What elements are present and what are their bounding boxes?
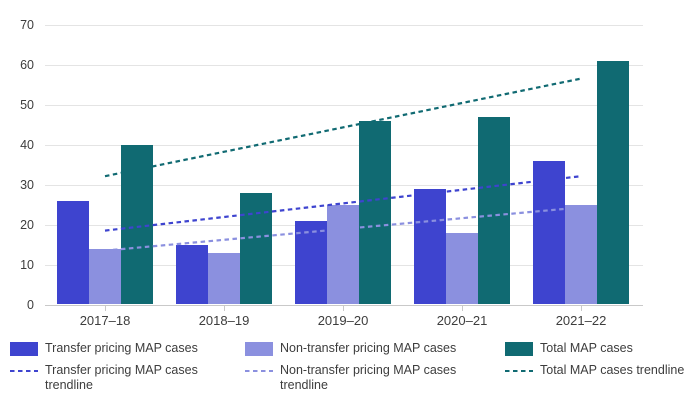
- gridline: [45, 105, 643, 106]
- non-transfer-color-swatch: [245, 342, 273, 356]
- transfer-trendline-swatch: [10, 370, 38, 372]
- bar: [327, 205, 359, 304]
- legend-label: Total MAP cases: [540, 341, 633, 355]
- bar: [533, 161, 565, 304]
- y-axis-tick-label: 0: [27, 298, 34, 312]
- legend-item-transfer-trendline: Transfer pricing MAP cases trendline: [10, 363, 240, 392]
- y-axis-tick-label: 20: [20, 218, 34, 232]
- trendline: [104, 206, 582, 252]
- total-color-swatch: [505, 342, 533, 356]
- x-axis-tick: [224, 306, 225, 311]
- legend-item-non-transfer-trendline: Non-transfer pricing MAP cases trendline: [245, 363, 495, 392]
- y-axis-tick-label: 40: [20, 138, 34, 152]
- gridline: [45, 185, 643, 186]
- legend-label: Non-transfer pricing MAP cases trendline: [280, 363, 457, 392]
- x-axis-tick: [343, 306, 344, 311]
- x-axis-tick-label: 2021–22: [555, 313, 607, 328]
- total-trendline-swatch: [505, 370, 533, 372]
- y-axis-tick-label: 70: [20, 18, 34, 32]
- bar: [414, 189, 446, 304]
- bar: [446, 233, 478, 304]
- gridline: [45, 25, 643, 26]
- bar: [565, 205, 597, 304]
- bar: [295, 221, 327, 304]
- x-axis-tick-label: 2020–21: [436, 313, 488, 328]
- legend-label: Total MAP cases trendline: [540, 363, 685, 377]
- trendline: [104, 175, 582, 232]
- x-axis-tick: [105, 306, 106, 311]
- trendlines-overlay: [104, 77, 582, 252]
- legend-item-total-trendline: Total MAP cases trendline: [505, 363, 685, 378]
- bar: [359, 121, 391, 304]
- legend-label: Non-transfer pricing MAP cases: [280, 341, 457, 355]
- legend-label: Transfer pricing MAP cases trendline: [45, 363, 198, 392]
- legend: Transfer pricing MAP cases Transfer pric…: [0, 341, 689, 401]
- bar: [57, 201, 89, 304]
- legend-label: Transfer pricing MAP cases: [45, 341, 198, 355]
- legend-column-transfer: Transfer pricing MAP cases Transfer pric…: [10, 341, 240, 399]
- legend-item-total-bars: Total MAP cases: [505, 341, 685, 356]
- legend-item-non-transfer-bars: Non-transfer pricing MAP cases: [245, 341, 495, 356]
- bar: [121, 145, 153, 304]
- y-axis-tick-label: 50: [20, 98, 34, 112]
- legend-item-transfer-bars: Transfer pricing MAP cases: [10, 341, 240, 356]
- y-axis-tick-label: 30: [20, 178, 34, 192]
- x-axis-tick-label: 2019–20: [317, 313, 369, 328]
- bar: [89, 249, 121, 304]
- non-transfer-trendline-swatch: [245, 370, 273, 372]
- bar: [176, 245, 208, 304]
- y-axis-tick-label: 60: [20, 58, 34, 72]
- plot-area: [45, 25, 643, 306]
- legend-column-non-transfer: Non-transfer pricing MAP cases Non-trans…: [245, 341, 495, 399]
- legend-column-total: Total MAP cases Total MAP cases trendlin…: [505, 341, 685, 385]
- gridline: [45, 145, 643, 146]
- x-axis-tick-label: 2018–19: [198, 313, 250, 328]
- x-axis-tick: [462, 306, 463, 311]
- bar: [597, 61, 629, 304]
- x-axis-baseline: [45, 305, 643, 306]
- x-axis-tick-label: 2017–18: [79, 313, 131, 328]
- y-axis-tick-label: 10: [20, 258, 34, 272]
- bar: [478, 117, 510, 304]
- bar: [208, 253, 240, 304]
- x-axis-tick: [581, 306, 582, 311]
- trendline: [104, 77, 582, 178]
- gridline: [45, 65, 643, 66]
- transfer-color-swatch: [10, 342, 38, 356]
